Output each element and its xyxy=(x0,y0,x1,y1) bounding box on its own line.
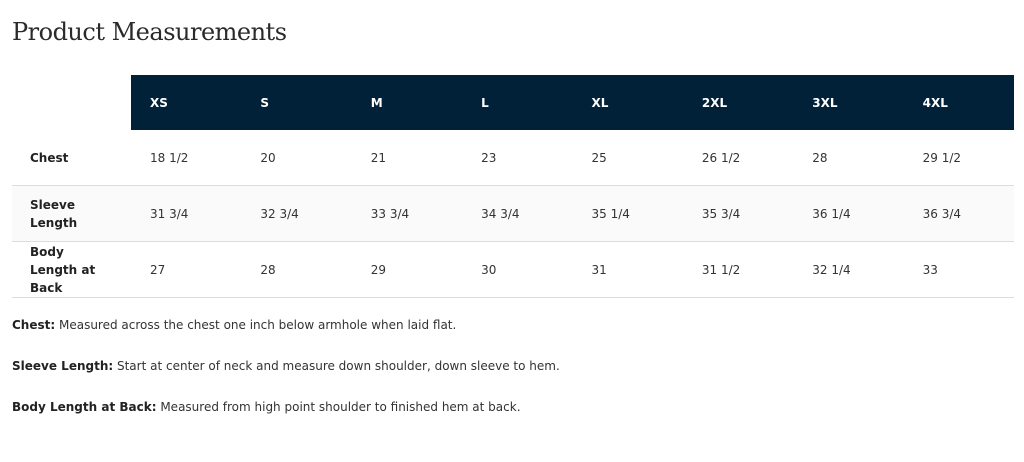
measurement-cell: 28 xyxy=(241,241,352,298)
row-label: Sleeve Length xyxy=(12,185,131,242)
table-row: Sleeve Length 31 3/4 32 3/4 33 3/4 34 3/4 35 … xyxy=(12,185,1014,242)
row-label: Body Length at Back xyxy=(12,241,131,298)
table-row: Body Length at Back 27 28 29 30 31 31 1/2 32 1/… xyxy=(12,241,1014,298)
measurement-cell: 35 3/4 xyxy=(682,185,794,242)
note-text: Measured from high point shoulder to fin… xyxy=(156,400,521,414)
page-title: Product Measurements xyxy=(12,18,287,46)
measurements-table: XS S M L XL 2XL 3XL 4XL Chest 18 1/2 20 21 23 25 26 1… xyxy=(12,75,1014,298)
note: Sleeve Length: Start at center of neck a… xyxy=(12,357,560,375)
size-header-xs: XS xyxy=(131,75,242,130)
measurement-cell: 31 3/4 xyxy=(131,185,242,242)
table-row: Chest 18 1/2 20 21 23 25 26 1/2 28 29 1/2 xyxy=(12,130,1014,186)
size-header-s: S xyxy=(241,75,352,130)
measurement-cell: 36 1/4 xyxy=(793,185,904,242)
measurement-cell: 35 1/4 xyxy=(572,185,683,242)
note-term: Chest: xyxy=(12,318,56,332)
note-text: Start at center of neck and measure down… xyxy=(113,359,560,373)
measurement-cell: 20 xyxy=(241,130,352,186)
header-blank-cell xyxy=(12,75,131,130)
measurement-cell: 21 xyxy=(351,130,463,186)
size-header-4xl: 4XL xyxy=(903,75,1014,130)
measurement-cell: 18 1/2 xyxy=(131,130,242,186)
size-header-xl: XL xyxy=(572,75,683,130)
measurement-cell: 29 1/2 xyxy=(903,130,1014,186)
size-header-l: L xyxy=(462,75,573,130)
measurement-cell: 26 1/2 xyxy=(682,130,794,186)
measurement-cell: 27 xyxy=(131,241,242,298)
note: Body Length at Back: Measured from high … xyxy=(12,398,560,416)
measurement-cell: 30 xyxy=(462,241,573,298)
measurement-cell: 33 xyxy=(903,241,1014,298)
measurement-cell: 29 xyxy=(351,241,463,298)
measurement-cell: 31 xyxy=(572,241,683,298)
measurement-notes: Chest: Measured across the chest one inc… xyxy=(12,316,560,439)
measurement-cell: 23 xyxy=(462,130,573,186)
note-text: Measured across the chest one inch below… xyxy=(55,318,457,332)
size-header-2xl: 2XL xyxy=(682,75,794,130)
measurement-cell: 32 3/4 xyxy=(241,185,352,242)
note-term: Body Length at Back: xyxy=(12,400,157,414)
size-header-m: M xyxy=(351,75,463,130)
measurement-cell: 31 1/2 xyxy=(682,241,794,298)
measurement-cell: 33 3/4 xyxy=(351,185,463,242)
measurement-cell: 32 1/4 xyxy=(793,241,904,298)
measurement-cell: 36 3/4 xyxy=(903,185,1014,242)
size-header-3xl: 3XL xyxy=(793,75,904,130)
note-term: Sleeve Length: xyxy=(12,359,114,373)
measurement-cell: 25 xyxy=(572,130,683,186)
table-header-row: XS S M L XL 2XL 3XL 4XL xyxy=(12,75,1014,130)
measurement-cell: 34 3/4 xyxy=(462,185,573,242)
note: Chest: Measured across the chest one inc… xyxy=(12,316,560,334)
measurement-cell: 28 xyxy=(793,130,904,186)
row-label: Chest xyxy=(12,130,131,186)
